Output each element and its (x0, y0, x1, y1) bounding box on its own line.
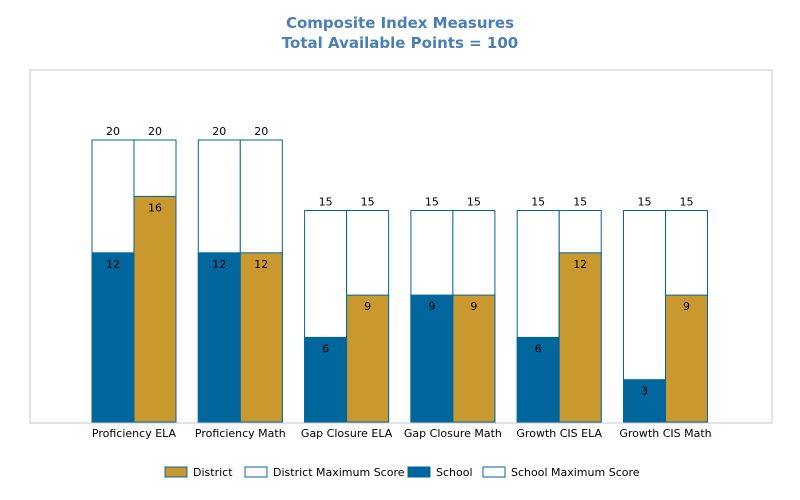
school-max-label-growth-cis-ela: 15 (531, 196, 545, 209)
district-max-label-gap-closure-ela: 15 (361, 196, 375, 209)
school-max-label-gap-closure-ela: 15 (319, 196, 333, 209)
school-max-label-growth-cis-math: 15 (638, 196, 652, 209)
district-bar-growth-cis-math (665, 294, 708, 423)
legend-label-district-maximum-score: District Maximum Score (273, 466, 405, 479)
category-label-proficiency-ela: Proficiency ELA (92, 427, 177, 440)
category-label-gap-closure-math: Gap Closure Math (404, 427, 502, 440)
school-bar-gap-closure-ela (304, 336, 348, 423)
school-bar-gap-closure-math (410, 294, 454, 423)
legend-label-school: School (436, 466, 473, 479)
district-bar-gap-closure-math (452, 294, 496, 423)
district-value-label-growth-cis-ela: 12 (573, 258, 587, 271)
district-bar-growth-cis-ela (558, 252, 602, 423)
legend-label-school-maximum-score: School Maximum Score (511, 466, 640, 479)
district-max-label-gap-closure-math: 15 (467, 196, 481, 209)
category-label-growth-cis-ela: Growth CIS ELA (516, 427, 602, 440)
category-label-growth-cis-math: Growth CIS Math (619, 427, 711, 440)
district-value-label-gap-closure-math: 9 (470, 300, 477, 313)
district-bar-proficiency-math (239, 252, 283, 423)
school-value-label-proficiency-ela: 12 (106, 258, 120, 271)
district-bar-gap-closure-ela (346, 294, 390, 423)
chart-subtitle: Total Available Points = 100 (281, 34, 519, 52)
district-value-label-proficiency-math: 12 (254, 258, 268, 271)
school-value-label-gap-closure-ela: 6 (322, 342, 329, 355)
district-value-label-growth-cis-math: 9 (683, 300, 690, 313)
school-max-label-proficiency-ela: 20 (106, 125, 120, 138)
chart-title: Composite Index Measures (285, 14, 515, 32)
legend-label-district: District (193, 466, 233, 479)
legend-swatch-school-maximum-score (482, 466, 506, 478)
school-bar-growth-cis-ela (516, 336, 560, 423)
bars-layer: 20 12 20 16 Proficiency ELA 20 12 20 12 Proficien… (91, 125, 712, 440)
legend-swatch-school (407, 466, 431, 478)
school-value-label-proficiency-math: 12 (212, 258, 226, 271)
district-max-label-proficiency-math: 20 (254, 125, 268, 138)
school-value-label-growth-cis-ela: 6 (535, 342, 542, 355)
category-label-gap-closure-ela: Gap Closure ELA (301, 427, 393, 440)
school-value-label-gap-closure-math: 9 (428, 300, 435, 313)
school-bar-proficiency-ela (91, 252, 135, 423)
plot-area (29, 69, 773, 424)
category-label-proficiency-math: Proficiency Math (195, 427, 286, 440)
legend-swatch-district (164, 466, 188, 478)
school-bar-growth-cis-math (623, 379, 666, 423)
district-max-label-growth-cis-math: 15 (680, 196, 694, 209)
district-value-label-gap-closure-ela: 9 (364, 300, 371, 313)
school-max-label-proficiency-math: 20 (212, 125, 226, 138)
legend: District District Maximum Score School Scho… (164, 466, 640, 479)
school-max-label-gap-closure-math: 15 (425, 196, 439, 209)
school-value-label-growth-cis-math: 3 (641, 385, 648, 398)
district-max-label-growth-cis-ela: 15 (573, 196, 587, 209)
school-bar-proficiency-math (197, 252, 241, 423)
district-bar-proficiency-ela (133, 195, 177, 423)
district-max-label-proficiency-ela: 20 (148, 125, 162, 138)
legend-swatch-district-maximum-score (244, 466, 268, 478)
district-value-label-proficiency-ela: 16 (148, 201, 162, 214)
